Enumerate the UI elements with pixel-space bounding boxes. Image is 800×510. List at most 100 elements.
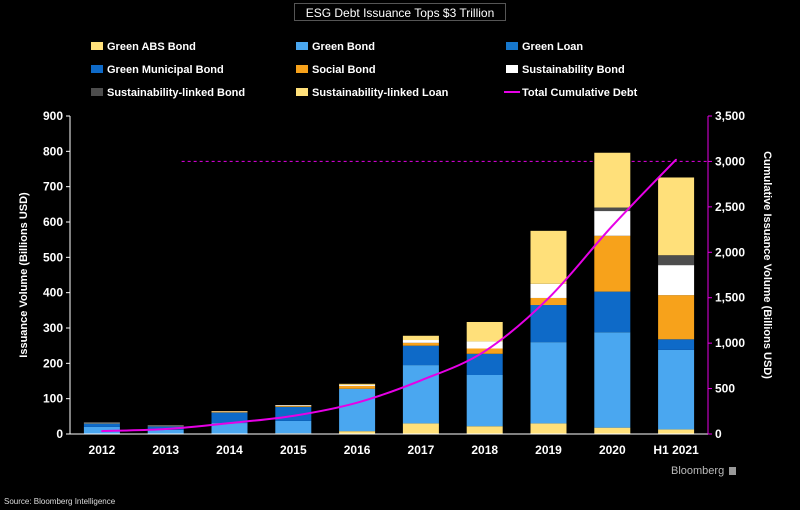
bar-green-abs-bond-2018 [466,426,503,434]
y-tick-label-400: 400 [43,286,63,300]
bar-green-municipal-bond-2019 [530,305,567,343]
legend-swatch-sustainability-linked-loan [296,88,308,96]
line-total-cumulative-debt [101,158,677,433]
x-tick-label-2015: 2015 [280,443,307,457]
legend-label-sustainability-linked-bond: Sustainability-linked Bond [107,87,245,99]
bar-green-municipal-bond-2020 [594,291,631,333]
y-tick-label-500: 500 [43,250,63,264]
bar-green-abs-bond-2016 [339,431,376,434]
bar-green-municipal-bond-2012 [83,423,120,427]
legend-label-green-bond: Green Bond [312,41,375,53]
axes [66,115,712,435]
legend-swatch-social-bond [296,65,308,73]
line-point-2017 [420,379,422,382]
bar-green-bond-2015 [275,420,312,434]
bars-group [83,152,695,434]
legend-label-green-abs-bond: Green ABS Bond [107,41,196,53]
bar-green-municipal-bond-h1-2021 [658,339,695,350]
bar-sustainability-linked-loan-2016 [339,383,376,385]
y2-tick-label-3500: 3,500 [715,109,745,123]
y-tick-label-700: 700 [43,180,63,194]
legend-label-sustainability-linked-loan: Sustainability-linked Loan [312,87,449,99]
bar-green-bond-h1-2021 [658,349,695,430]
x-tick-label-2019: 2019 [535,443,562,457]
title-box [294,3,506,21]
brand-mark-icon [729,467,737,475]
y2-tick-label-2500: 2,500 [715,200,745,214]
legend-label-green-municipal-bond: Green Municipal Bond [107,64,224,76]
line-point-h1-2021 [675,158,677,161]
legend-swatch-green-abs-bond [91,42,103,50]
legend-label-social-bond: Social Bond [312,64,376,76]
y-tick-label-100: 100 [43,392,63,406]
bar-sustainability-linked-bond-h1-2021 [658,255,695,266]
bar-social-bond-2015 [275,405,312,407]
bar-social-bond-2017 [402,342,439,346]
line-point-2015 [292,415,295,417]
bar-social-bond-2020 [594,235,631,292]
x-tick-label-2018: 2018 [471,443,498,457]
chart-title: ESG Debt Issuance Tops $3 Trillion [305,6,495,20]
y-axis-title: Issuance Volume (Billions USD) [18,192,30,358]
x-tick-label-2020: 2020 [599,443,626,457]
bar-sustainability-bond-2018 [466,341,503,349]
y-tick-label-200: 200 [43,356,63,370]
bar-green-bond-2020 [594,332,631,428]
x-tick-label-2014: 2014 [216,443,243,457]
bar-green-bond-2014 [211,423,248,434]
bar-social-bond-2016 [339,385,376,389]
bar-sustainability-bond-h1-2021 [658,265,695,296]
bar-green-bond-2018 [466,374,503,427]
bar-green-municipal-bond-2017 [402,345,439,366]
bar-sustainability-bond-2017 [402,340,439,343]
legend-label-total-cumulative-debt: Total Cumulative Debt [522,87,638,99]
x-tick-label-2017: 2017 [408,443,435,457]
legend-swatch-green-bond [296,42,308,50]
legend-swatch-sustainability-bond [506,65,518,73]
bar-green-bond-2017 [402,365,439,424]
legend-swatch-green-loan [506,42,518,50]
bar-green-abs-bond-2017 [402,423,439,434]
line-point-2013 [164,428,167,430]
legend-swatch-sustainability-linked-bond [91,88,103,96]
cumulative-line-group [101,158,677,433]
bar-sustainability-linked-loan-2020 [594,152,631,208]
y-tick-label-0: 0 [56,427,63,441]
y2-tick-label-0: 0 [715,427,722,441]
bar-green-bond-2019 [530,342,567,424]
y2-axis-title: Cumulative Issuance Volume (Billions USD… [761,151,773,379]
y2-tick-label-1500: 1,500 [715,291,745,305]
line-point-2018 [483,350,486,353]
line-point-2020 [611,225,614,227]
y2-tick-label-2000: 2,000 [715,245,745,259]
bar-green-municipal-bond-2018 [466,353,503,375]
y2-tick-label-500: 500 [715,382,735,396]
x-tick-label-2012: 2012 [89,443,116,457]
legend-label-green-loan: Green Loan [522,41,583,53]
y2-tick-label-1000: 1,000 [715,336,745,350]
bar-sustainability-linked-loan-h1-2021 [658,177,695,256]
bar-sustainability-bond-2016 [339,384,376,386]
bar-green-bond-2013 [147,429,184,434]
bar-social-bond-2014 [211,411,248,413]
y-tick-label-300: 300 [43,321,63,335]
bar-green-municipal-bond-2014 [211,412,248,424]
bar-green-bond-2016 [339,388,376,432]
bar-green-abs-bond-h1-2021 [658,429,695,434]
bar-green-municipal-bond-2013 [147,426,184,430]
bar-green-abs-bond-2020 [594,427,631,434]
x-tick-label-2016: 2016 [344,443,371,457]
line-point-2014 [228,422,231,424]
bar-sustainability-linked-bond-2020 [594,207,631,212]
line-point-2012 [101,430,103,432]
x-tick-label-h1-2021: H1 2021 [653,443,699,457]
brand-text: Bloomberg [671,465,725,477]
bloomberg-logo: Bloomberg [671,465,737,477]
bar-social-bond-2019 [530,297,567,306]
legend: Green ABS Bond Green Bond Green Loan Green … [91,41,638,99]
tick-labels: 0 100 200 300 400 500 600 700 800 900 0 500 1,000 1,5… [43,109,745,457]
bar-sustainability-bond-2015 [275,405,312,406]
line-point-2019 [547,297,550,299]
legend-label-sustainability-bond: Sustainability Bond [522,64,625,76]
